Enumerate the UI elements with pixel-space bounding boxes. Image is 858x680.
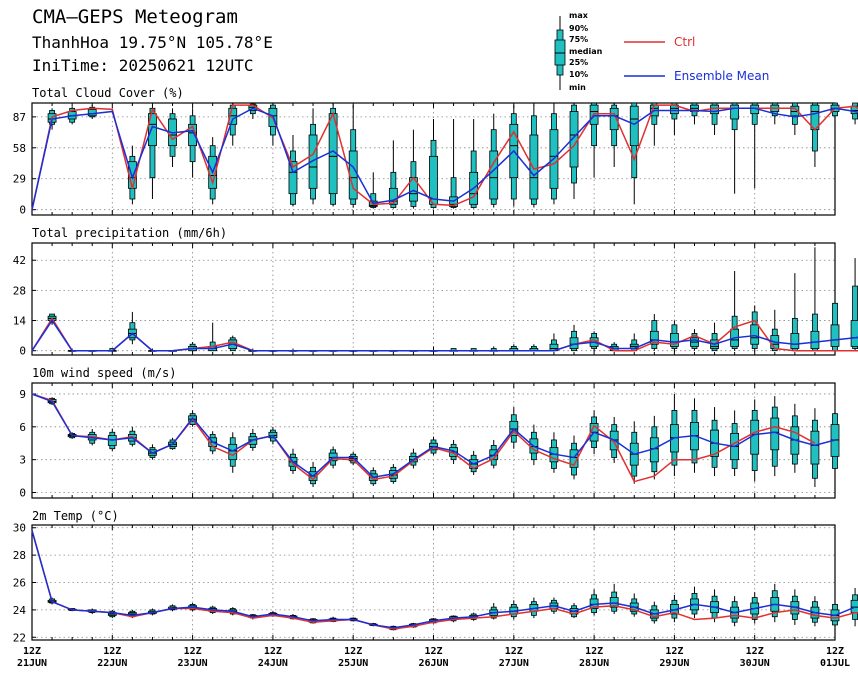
x-tick-label-hour: 12Z xyxy=(264,646,282,657)
box-inner xyxy=(810,330,820,349)
box-inner xyxy=(670,333,679,347)
box-inner xyxy=(649,330,659,345)
ensemble-mean-line xyxy=(31,530,856,629)
box-inner xyxy=(388,187,398,205)
y-tick-label: 42 xyxy=(13,254,26,267)
x-tick-label-date: 25JUN xyxy=(338,658,368,669)
legend-box-label: 25% xyxy=(569,58,588,67)
box-inner xyxy=(529,134,539,200)
box-inner xyxy=(750,419,760,455)
ensemble-mean-line xyxy=(31,393,836,479)
meteogram-title: CMA—GEPS Meteogram xyxy=(32,6,238,28)
panel-title-1: Total precipitation (mm/6h) xyxy=(32,226,227,240)
y-tick-label: 87 xyxy=(13,111,26,124)
location-label: ThanhHoa 19.75°N 105.78°E xyxy=(32,33,273,52)
box-inner xyxy=(489,150,499,200)
box-inner xyxy=(730,104,740,120)
ensemble-mean-line xyxy=(31,107,858,210)
box-inner xyxy=(188,123,198,147)
box-inner xyxy=(790,105,800,117)
y-tick-label: 30 xyxy=(13,522,26,535)
box-inner xyxy=(87,109,97,117)
y-tick-label: 22 xyxy=(13,631,26,644)
x-tick-label-date: 01JUL xyxy=(820,658,850,669)
panel-title-3: 2m Temp (°C) xyxy=(32,509,119,523)
x-tick-label-hour: 12Z xyxy=(746,646,764,657)
x-tick-label-hour: 12Z xyxy=(665,646,683,657)
y-tick-label: 14 xyxy=(13,315,27,328)
box-inner xyxy=(830,324,840,347)
panel-title-0: Total Cloud Cover (%) xyxy=(32,86,184,100)
box-inner xyxy=(629,105,639,147)
x-tick-label-hour: 12Z xyxy=(103,646,121,657)
legend-box-label: 90% xyxy=(569,24,588,33)
panel-title-2: 10m wind speed (m/s) xyxy=(32,366,177,380)
legend-box-label: 10% xyxy=(569,70,588,79)
y-tick-label: 0 xyxy=(19,204,26,217)
x-tick-label-date: 28JUN xyxy=(579,658,609,669)
box-inner xyxy=(609,107,619,131)
y-tick-label: 3 xyxy=(19,454,26,467)
legend-ctrl-label: Ctrl xyxy=(674,35,695,49)
x-tick-label-hour: 12Z xyxy=(184,646,202,657)
y-tick-label: 26 xyxy=(13,577,26,590)
y-tick-label: 29 xyxy=(13,173,26,186)
legend-box-label: median xyxy=(569,47,603,56)
init-time-label: IniTime: 20250621 12UTC xyxy=(32,56,254,75)
y-tick-label: 28 xyxy=(13,284,26,297)
box-inner xyxy=(308,134,318,189)
x-tick-label-date: 26JUN xyxy=(418,658,448,669)
x-tick-label-date: 21JUN xyxy=(17,658,47,669)
x-tick-label-hour: 12Z xyxy=(23,646,41,657)
x-tick-label-hour: 12Z xyxy=(826,646,844,657)
x-tick-label-hour: 12Z xyxy=(344,646,362,657)
box-inner xyxy=(288,161,298,195)
y-tick-label: 0 xyxy=(19,345,26,358)
box-inner xyxy=(750,324,760,345)
x-tick-label-date: 29JUN xyxy=(659,658,689,669)
y-tick-label: 24 xyxy=(13,604,27,617)
y-tick-label: 28 xyxy=(13,549,26,562)
x-tick-label-date: 22JUN xyxy=(97,658,127,669)
box-inner xyxy=(850,599,858,614)
legend-box-label: 75% xyxy=(569,35,588,44)
x-tick-label-hour: 12Z xyxy=(424,646,442,657)
y-tick-label: 9 xyxy=(19,388,26,401)
y-tick-label: 6 xyxy=(19,421,26,434)
ensemble-mean-line xyxy=(31,319,858,352)
x-tick-label-date: 30JUN xyxy=(740,658,770,669)
x-tick-label-hour: 12Z xyxy=(585,646,603,657)
legend-box-label: min xyxy=(569,83,586,92)
box-inner xyxy=(348,150,358,200)
box-outer xyxy=(450,177,457,208)
box-inner xyxy=(810,430,820,465)
x-tick-label-hour: 12Z xyxy=(505,646,523,657)
box-inner xyxy=(228,443,238,461)
x-tick-label-date: 27JUN xyxy=(499,658,529,669)
box-inner xyxy=(148,113,157,147)
x-tick-label-date: 23JUN xyxy=(178,658,208,669)
legend-box-label: max xyxy=(569,11,589,20)
y-tick-label: 0 xyxy=(19,487,26,500)
x-tick-label-date: 24JUN xyxy=(258,658,288,669)
box-inner xyxy=(850,320,858,347)
box-outer xyxy=(370,193,377,208)
box-inner xyxy=(790,333,800,349)
legend-mean-label: Ensemble Mean xyxy=(674,69,769,83)
y-tick-label: 58 xyxy=(13,142,26,155)
